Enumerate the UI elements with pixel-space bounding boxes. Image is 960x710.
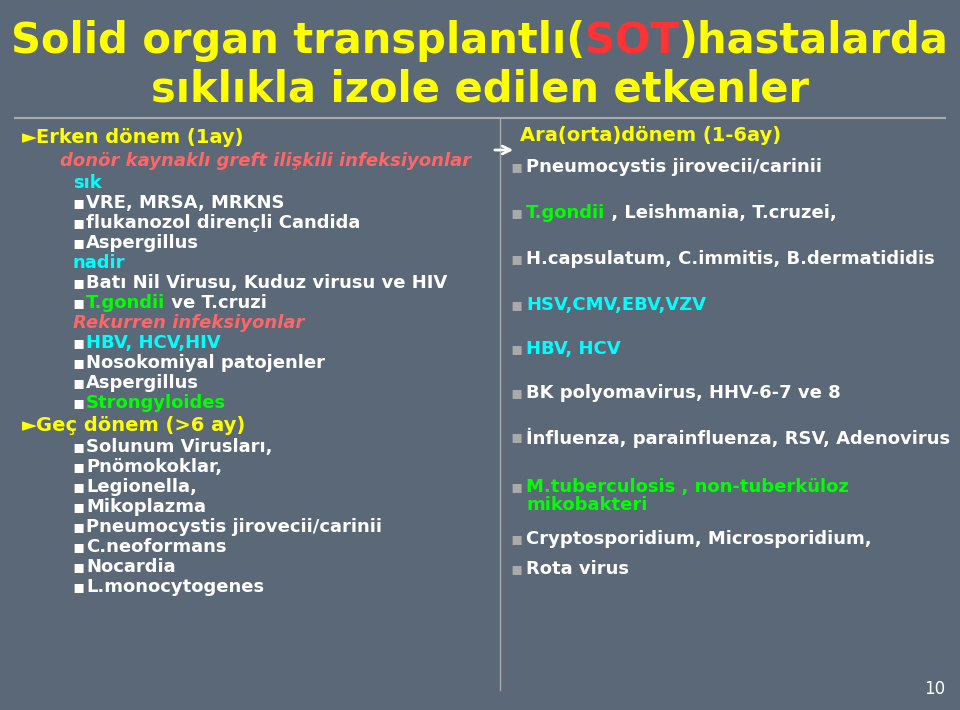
Text: Mikoplazma: Mikoplazma	[86, 498, 206, 516]
Text: ▪: ▪	[72, 498, 84, 516]
Text: )hastalarda: )hastalarda	[679, 20, 949, 62]
Text: Legionella,: Legionella,	[86, 478, 197, 496]
Text: VRE, MRSA, MRKNS: VRE, MRSA, MRKNS	[86, 194, 284, 212]
Text: H.capsulatum, C.immitis, B.dermatididis: H.capsulatum, C.immitis, B.dermatididis	[526, 250, 935, 268]
Text: ▪: ▪	[510, 250, 522, 268]
Text: Batı Nil Virusu, Kuduz virusu ve HIV: Batı Nil Virusu, Kuduz virusu ve HIV	[86, 274, 447, 292]
Text: T.gondii: T.gondii	[526, 204, 605, 222]
Text: Nosokomiyal patojenler: Nosokomiyal patojenler	[86, 354, 325, 372]
Text: ▪: ▪	[72, 294, 84, 312]
Text: ▪: ▪	[72, 394, 84, 412]
Text: flukanozol dirençli Candida: flukanozol dirençli Candida	[86, 214, 360, 232]
Text: ▪: ▪	[510, 530, 522, 548]
Text: HBV, HCV,HIV: HBV, HCV,HIV	[86, 334, 221, 352]
Text: ▪: ▪	[510, 204, 522, 222]
Text: ▪: ▪	[72, 558, 84, 576]
Text: BK polyomavirus, HHV-6-7 ve 8: BK polyomavirus, HHV-6-7 ve 8	[526, 384, 841, 402]
Text: Erken dönem (1ay): Erken dönem (1ay)	[36, 128, 244, 147]
Text: L.monocytogenes: L.monocytogenes	[86, 578, 264, 596]
Text: Pnömokoklar,: Pnömokoklar,	[86, 458, 222, 476]
Text: ▪: ▪	[72, 478, 84, 496]
Text: Rekurren infeksiyonlar: Rekurren infeksiyonlar	[73, 314, 304, 332]
Text: , Leishmania, T.cruzei,: , Leishmania, T.cruzei,	[605, 204, 837, 222]
Text: ▪: ▪	[72, 334, 84, 352]
Text: nadir: nadir	[73, 254, 126, 272]
Text: ▪: ▪	[510, 478, 522, 496]
Text: ▪: ▪	[510, 158, 522, 176]
Text: Cryptosporidium, Microsporidium,: Cryptosporidium, Microsporidium,	[526, 530, 872, 548]
Text: ▪: ▪	[510, 560, 522, 578]
Text: ▪: ▪	[72, 438, 84, 456]
Text: sık: sık	[73, 174, 102, 192]
Text: ▪: ▪	[510, 428, 522, 446]
Text: sıklıkla izole edilen etkenler: sıklıkla izole edilen etkenler	[151, 68, 809, 110]
Text: C.neoformans: C.neoformans	[86, 538, 227, 556]
Text: Geç dönem (>6 ay): Geç dönem (>6 ay)	[36, 416, 245, 435]
Text: M.tuberculosis , non-tuberküloz: M.tuberculosis , non-tuberküloz	[526, 478, 849, 496]
Text: ▪: ▪	[72, 374, 84, 392]
Text: donör kaynaklı greft ilişkili infeksiyonlar: donör kaynaklı greft ilişkili infeksiyon…	[60, 152, 471, 170]
Text: ▪: ▪	[72, 214, 84, 232]
Text: Solid organ transplantlı(: Solid organ transplantlı(	[11, 20, 586, 62]
Text: ▪: ▪	[510, 384, 522, 402]
Text: ▪: ▪	[510, 296, 522, 314]
Text: SOT: SOT	[586, 20, 679, 62]
Text: HBV, HCV: HBV, HCV	[526, 340, 620, 358]
Text: ▪: ▪	[72, 194, 84, 212]
Text: Strongyloides: Strongyloides	[86, 394, 227, 412]
Text: ▪: ▪	[72, 274, 84, 292]
Text: ve T.cruzi: ve T.cruzi	[165, 294, 267, 312]
Text: ▪: ▪	[72, 354, 84, 372]
Text: ▪: ▪	[72, 578, 84, 596]
Text: ▪: ▪	[72, 234, 84, 252]
Text: T.gondii: T.gondii	[86, 294, 165, 312]
Text: ►: ►	[22, 416, 37, 435]
Text: Solunum Virusları,: Solunum Virusları,	[86, 438, 273, 456]
Text: HSV,CMV,EBV,VZV: HSV,CMV,EBV,VZV	[526, 296, 706, 314]
Text: ►: ►	[22, 128, 37, 147]
Text: Pneumocystis jirovecii/carinii: Pneumocystis jirovecii/carinii	[526, 158, 822, 176]
Text: Nocardia: Nocardia	[86, 558, 176, 576]
Text: mikobakteri: mikobakteri	[526, 496, 647, 514]
Text: Ara(orta)dönem (1-6ay): Ara(orta)dönem (1-6ay)	[520, 126, 781, 145]
Text: Pneumocystis jirovecii/carinii: Pneumocystis jirovecii/carinii	[86, 518, 382, 536]
Text: İnfluenza, parainfluenza, RSV, Adenovirus: İnfluenza, parainfluenza, RSV, Adenoviru…	[526, 428, 950, 448]
Text: Aspergillus: Aspergillus	[86, 374, 199, 392]
Text: ▪: ▪	[510, 340, 522, 358]
Text: ▪: ▪	[72, 518, 84, 536]
Text: ▪: ▪	[72, 458, 84, 476]
Text: ▪: ▪	[72, 538, 84, 556]
Text: Rota virus: Rota virus	[526, 560, 629, 578]
Text: Aspergillus: Aspergillus	[86, 234, 199, 252]
Text: 10: 10	[924, 680, 945, 698]
